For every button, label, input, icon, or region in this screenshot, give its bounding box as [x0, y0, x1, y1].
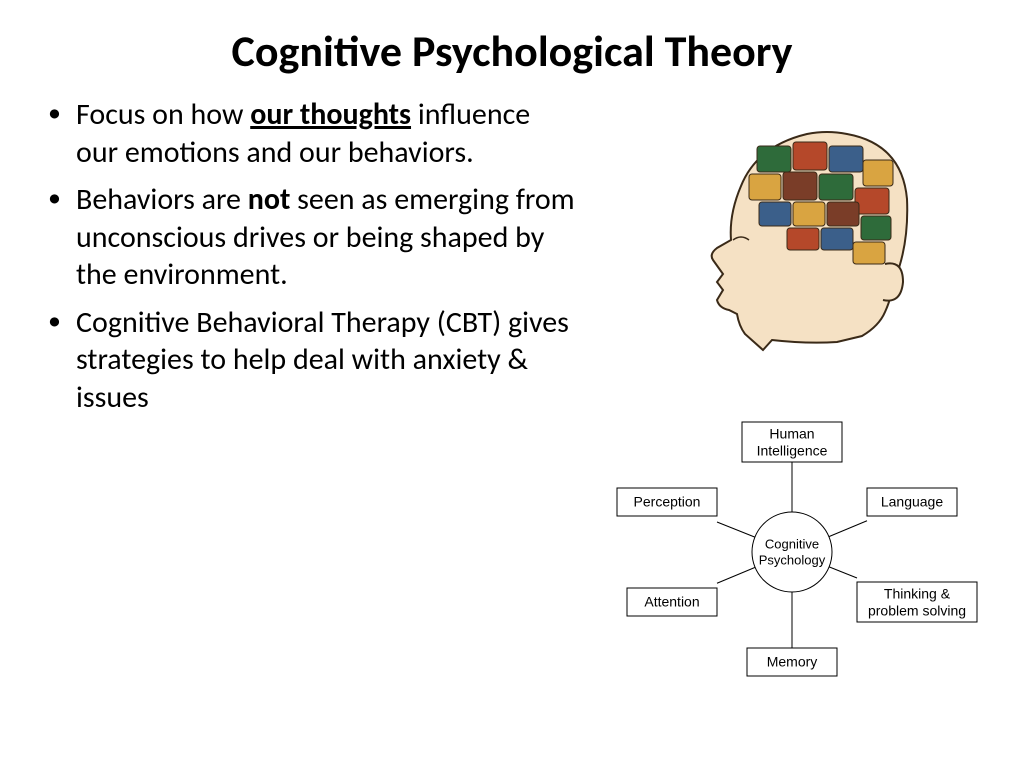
slide-title: Cognitive Psychological Theory [0, 0, 1024, 96]
svg-text:Thinking &: Thinking & [884, 586, 951, 602]
bullet-item: Cognitive Behavioral Therapy (CBT) gives… [68, 304, 576, 417]
svg-text:Psychology: Psychology [759, 552, 826, 567]
bullets-column: Focus on how our thoughts influence our … [46, 96, 576, 702]
concept-map: CognitivePsychology HumanIntelligence Lang… [602, 402, 982, 702]
bullet-pre: Cognitive Behavioral Therapy (CBT) gives… [76, 304, 569, 416]
bullet-emph: not [248, 181, 291, 218]
svg-text:Memory: Memory [767, 654, 818, 670]
bullet-pre: Focus on how [76, 96, 250, 133]
svg-text:Cognitive: Cognitive [765, 536, 819, 551]
graphics-column: CognitivePsychology HumanIntelligence Lang… [596, 96, 988, 702]
svg-text:Human: Human [769, 426, 814, 442]
bullet-emph: our thoughts [250, 96, 411, 133]
bullet-list: Focus on how our thoughts influence our … [46, 96, 576, 416]
bullet-item: Focus on how our thoughts influence our … [68, 96, 576, 171]
svg-text:Language: Language [881, 494, 944, 510]
concept-map-svg: CognitivePsychology HumanIntelligence Lang… [602, 402, 982, 702]
head-illustration [647, 104, 937, 354]
bullet-pre: Behaviors are [76, 181, 248, 218]
head-svg [647, 104, 937, 354]
svg-text:Intelligence: Intelligence [757, 443, 828, 459]
svg-text:Attention: Attention [644, 594, 699, 610]
content-row: Focus on how our thoughts influence our … [0, 96, 1024, 702]
svg-text:problem solving: problem solving [868, 603, 966, 619]
bullet-item: Behaviors are not seen as emerging from … [68, 181, 576, 294]
svg-text:Perception: Perception [634, 494, 701, 510]
